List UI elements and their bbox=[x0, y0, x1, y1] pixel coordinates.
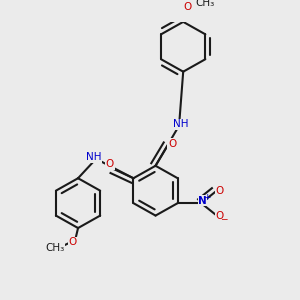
Text: N: N bbox=[198, 196, 207, 206]
Text: O: O bbox=[215, 211, 223, 220]
Text: O: O bbox=[106, 159, 114, 170]
Text: O: O bbox=[68, 237, 76, 248]
Text: CH₃: CH₃ bbox=[195, 0, 214, 8]
Text: CH₃: CH₃ bbox=[46, 243, 65, 253]
Text: NH: NH bbox=[86, 152, 102, 163]
Text: −: − bbox=[220, 215, 228, 224]
Text: O: O bbox=[215, 186, 223, 196]
Text: NH: NH bbox=[173, 119, 188, 129]
Text: +: + bbox=[203, 193, 211, 202]
Text: O: O bbox=[183, 2, 191, 13]
Text: O: O bbox=[168, 139, 176, 148]
